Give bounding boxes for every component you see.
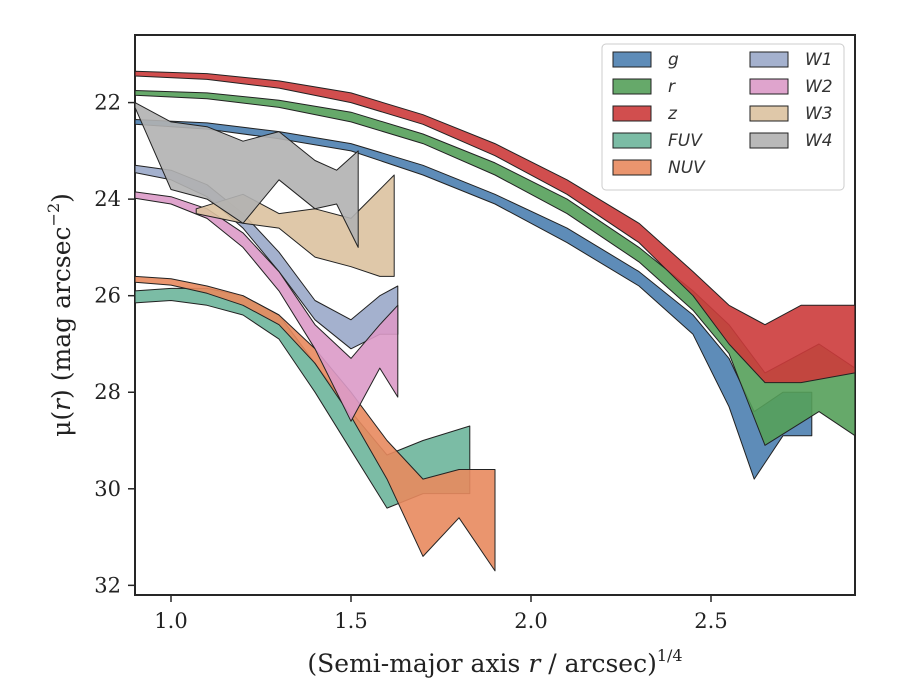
x-axis-ticks: 1.0 1.5 2.0 2.5: [154, 595, 728, 633]
legend-label-w2: W2: [805, 77, 833, 97]
x-tick-label: 2.0: [514, 609, 547, 633]
y-axis-ticks: 22 24 26 28 30 32: [94, 91, 135, 597]
legend-label-w1: W1: [805, 50, 833, 70]
x-tick-label: 1.5: [334, 609, 367, 633]
legend-swatch-w1: [749, 51, 789, 68]
y-axis-title: μ(r) (mag arcsec−2): [44, 193, 76, 437]
legend-label-w4: W4: [805, 131, 833, 151]
legend-swatch-nuv: [612, 159, 652, 176]
y-tick-label: 28: [94, 380, 121, 404]
y-tick-label: 30: [94, 477, 121, 501]
legend-label-w3: W3: [805, 104, 833, 124]
band-nuv: [134, 275, 496, 572]
y-tick-label: 26: [94, 284, 121, 308]
band-w4: [134, 102, 359, 248]
legend-swatch-w3: [749, 105, 789, 122]
legend-swatch-fuv: [612, 132, 652, 149]
legend-label-r: r: [668, 77, 676, 97]
legend-label-g: g: [668, 50, 679, 70]
legend-swatch-w2: [749, 78, 789, 95]
band-r: [134, 90, 856, 446]
y-tick-label: 32: [94, 573, 121, 597]
legend-swatch-w4: [749, 132, 789, 149]
legend-label-fuv: FUV: [668, 131, 703, 151]
band-w2: [134, 191, 399, 422]
x-axis-title: (Semi-major axis r / arcsec)1/4: [307, 646, 682, 678]
profile-bands: [134, 70, 856, 572]
x-tick-label: 2.5: [694, 609, 727, 633]
y-tick-label: 22: [94, 91, 121, 115]
legend-swatch-r: [612, 78, 652, 95]
legend-label-nuv: NUV: [668, 158, 706, 178]
y-tick-label: 24: [94, 187, 121, 211]
legend-swatch-z: [612, 105, 652, 122]
x-tick-label: 1.0: [154, 609, 187, 633]
legend-swatch-g: [612, 51, 652, 68]
band-g: [134, 119, 813, 480]
band-z: [134, 70, 856, 384]
legend: grz FUV NUV W1 W2 W3 W4: [601, 43, 845, 191]
legend-label-z: z: [667, 104, 678, 124]
